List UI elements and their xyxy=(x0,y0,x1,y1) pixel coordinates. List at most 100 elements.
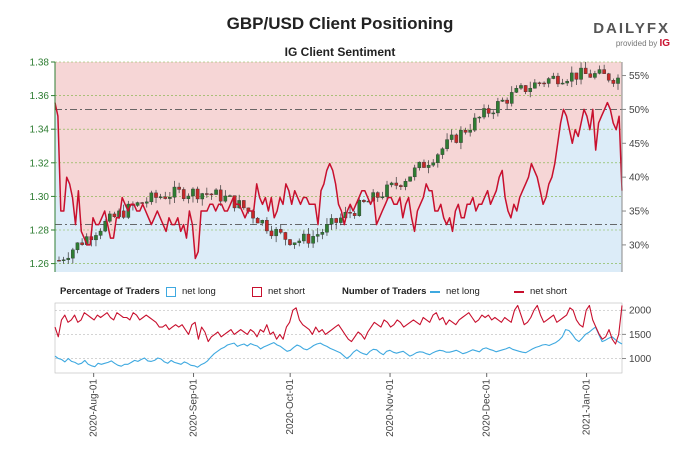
candle-body xyxy=(560,82,565,85)
page-title: GBP/USD Client Positioning xyxy=(226,14,454,33)
candle-body xyxy=(533,82,537,89)
legend-pct-short-swatch xyxy=(252,287,262,297)
candle-body xyxy=(306,233,311,244)
sentiment-title: IG Client Sentiment xyxy=(284,45,396,59)
candle-body xyxy=(482,108,486,118)
legend-pct-long: net long xyxy=(182,286,216,297)
candle-body xyxy=(200,193,205,200)
y-tick-label-right: 40% xyxy=(629,173,649,184)
candle-body xyxy=(209,193,214,196)
x-tick-label: 2020-Dec-01 xyxy=(482,379,493,437)
candle-body xyxy=(195,188,200,200)
candle-body xyxy=(454,134,459,143)
candle-body xyxy=(278,229,283,233)
candle-body xyxy=(283,232,288,240)
candle-body xyxy=(570,72,574,82)
candle-body xyxy=(459,129,463,143)
candle-body xyxy=(616,77,620,84)
candle-body xyxy=(61,259,66,261)
candle-body xyxy=(325,224,329,233)
candle-body xyxy=(168,196,172,199)
candle-body xyxy=(417,161,422,169)
candle-body xyxy=(80,242,84,245)
legend-num-long: net long xyxy=(446,286,480,297)
candle-body xyxy=(260,220,265,224)
candle-body xyxy=(509,92,514,104)
candle-body xyxy=(611,80,616,84)
candle-body xyxy=(514,88,519,93)
candle-body xyxy=(408,176,412,182)
candle-body xyxy=(135,202,140,206)
candle-body xyxy=(274,229,278,237)
candle-body xyxy=(385,184,389,198)
x-tick-label: 2020-Oct-01 xyxy=(285,379,296,435)
candle-body xyxy=(311,236,315,244)
candle-body xyxy=(593,73,597,78)
candle-body xyxy=(436,154,440,163)
candle-body xyxy=(556,75,560,85)
candle-body xyxy=(251,210,255,219)
candle-body xyxy=(98,230,103,236)
candle-body xyxy=(523,85,528,92)
legend-pct-label: Percentage of Traders xyxy=(60,286,160,297)
candle-body xyxy=(94,235,98,241)
candle-body xyxy=(320,232,325,235)
y-tick-label-right: 30% xyxy=(629,240,649,251)
candle-body xyxy=(57,260,61,262)
candle-body xyxy=(205,193,209,195)
candle-body xyxy=(302,233,306,242)
candle-body xyxy=(528,88,533,92)
candle-body xyxy=(352,213,357,216)
candle-body xyxy=(172,186,177,198)
candle-body xyxy=(491,112,496,115)
candle-body xyxy=(472,117,477,131)
candle-body xyxy=(339,217,343,223)
y-tick-label-left: 1.26 xyxy=(30,259,50,270)
brand-main: DAILYFX xyxy=(593,20,670,37)
candle-body xyxy=(546,78,551,84)
candle-body xyxy=(496,101,500,114)
candle-body xyxy=(186,195,191,199)
candle-body xyxy=(144,201,149,204)
brand-ig: IG xyxy=(659,38,670,49)
candle-body xyxy=(191,188,195,197)
candle-body xyxy=(297,240,302,243)
x-tick-label: 2020-Sep-01 xyxy=(189,379,200,437)
candle-body xyxy=(542,82,546,85)
candle-body xyxy=(288,239,292,245)
sub-y-tick-label: 1000 xyxy=(629,354,652,365)
legend-num-short: net short xyxy=(530,286,567,297)
short-region xyxy=(55,62,622,259)
sub-series-net-long xyxy=(54,326,623,368)
y-tick-label-left: 1.36 xyxy=(30,91,50,102)
candle-body xyxy=(565,81,569,84)
candle-body xyxy=(440,148,445,155)
candle-body xyxy=(75,242,80,251)
y-tick-label-right: 55% xyxy=(629,71,649,82)
candle-body xyxy=(181,189,186,199)
candle-body xyxy=(574,72,579,80)
candle-body xyxy=(362,200,366,202)
candle-body xyxy=(315,234,320,237)
y-tick-label-left: 1.38 xyxy=(30,58,50,69)
candle-body xyxy=(357,200,362,216)
candle-body xyxy=(218,189,223,202)
candle-body xyxy=(505,99,509,104)
candle-body xyxy=(588,73,593,78)
candle-body xyxy=(214,189,218,195)
y-tick-label-left: 1.30 xyxy=(30,192,50,203)
legend-num-short-swatch xyxy=(514,291,524,293)
series-line-net-short-pct xyxy=(54,101,623,260)
candle-body xyxy=(422,161,426,168)
candle-body xyxy=(477,116,482,119)
candle-body xyxy=(241,200,246,209)
candle-body xyxy=(158,196,163,199)
candle-body xyxy=(486,108,491,114)
candle-body xyxy=(431,162,436,166)
candle-body xyxy=(602,69,606,74)
candle-body xyxy=(255,217,260,224)
candle-body xyxy=(66,257,71,260)
candle-body xyxy=(597,69,602,74)
candle-body xyxy=(163,196,168,199)
